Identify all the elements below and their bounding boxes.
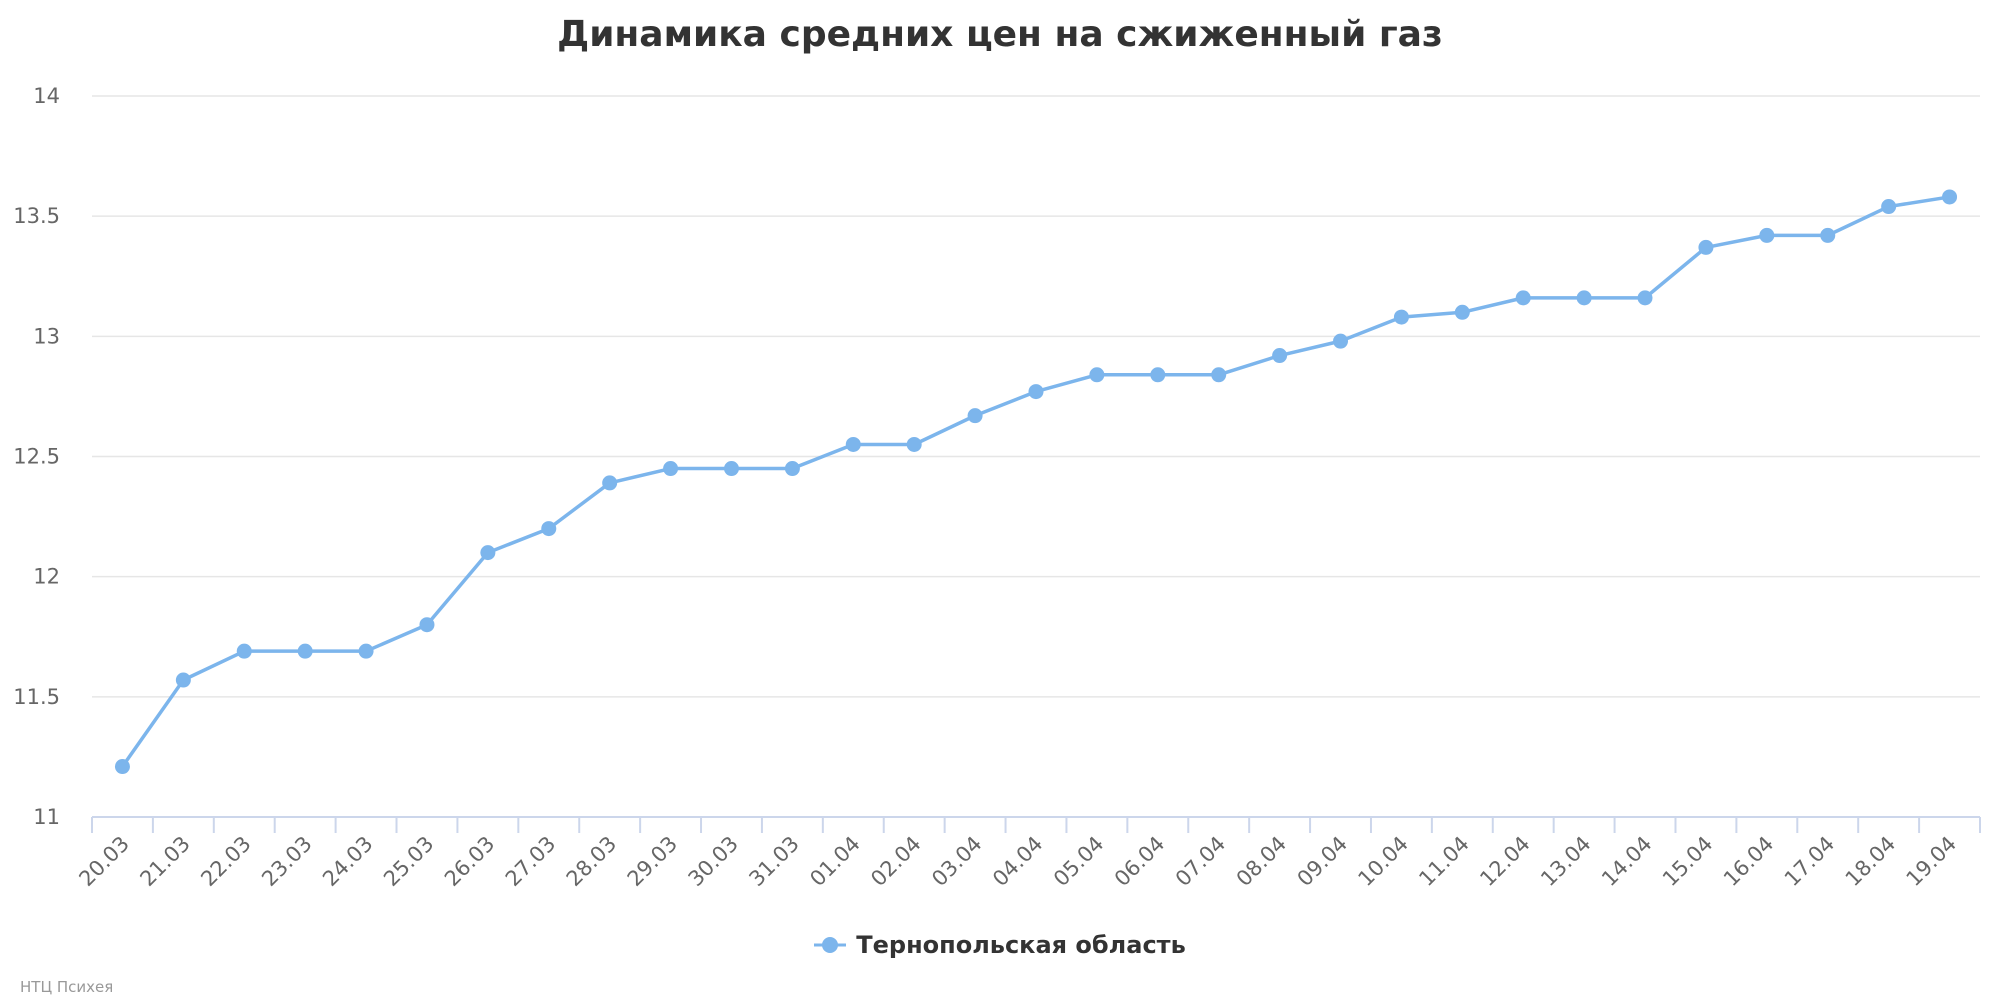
data-point[interactable] (906, 436, 922, 452)
data-point[interactable] (236, 643, 252, 659)
data-point[interactable] (1637, 290, 1653, 306)
x-tick-label: 25.03 (379, 832, 438, 891)
data-point[interactable] (1942, 189, 1958, 205)
x-tick-label: 10.04 (1353, 832, 1412, 891)
y-tick-label: 14 (33, 84, 60, 108)
data-point[interactable] (1211, 367, 1227, 383)
legend-marker-icon (814, 937, 847, 953)
x-tick-label: 23.03 (257, 832, 316, 891)
y-tick-label: 11.5 (13, 685, 60, 709)
data-point[interactable] (419, 617, 435, 633)
data-point[interactable] (1333, 333, 1349, 349)
x-tick-label: 04.04 (988, 832, 1047, 891)
x-tick-label: 05.04 (1049, 832, 1108, 891)
x-axis: 20.03 21.03 22.03 23.03 24.03 25.03 26.03 27.03… (75, 816, 1981, 891)
data-point[interactable] (175, 672, 191, 688)
data-point[interactable] (1820, 227, 1836, 243)
x-tick-label: 06.04 (1110, 832, 1169, 891)
x-tick-label: 09.04 (1293, 832, 1352, 891)
data-point[interactable] (114, 759, 130, 775)
data-point[interactable] (845, 436, 861, 452)
legend-item[interactable]: Тернопольская область (814, 931, 1186, 959)
data-point[interactable] (358, 643, 374, 659)
x-tick-label: 19.04 (1902, 832, 1961, 891)
chart-title: Динамика средних цен на сжиженный газ (557, 14, 1443, 55)
x-tick-label: 28.03 (562, 832, 621, 891)
x-tick-label: 16.04 (1719, 832, 1778, 891)
y-axis: 11 11.5 12 12.5 13 13.5 14 (13, 84, 60, 829)
series-layer (114, 189, 1958, 775)
data-point[interactable] (1150, 367, 1166, 383)
x-tick-label: 15.04 (1658, 832, 1717, 891)
data-point[interactable] (1698, 239, 1714, 255)
x-tick-label: 12.04 (1475, 832, 1534, 891)
x-tick-label: 02.04 (866, 832, 925, 891)
data-point[interactable] (723, 461, 739, 477)
x-tick-label: 20.03 (75, 832, 134, 891)
y-tick-label: 12 (33, 565, 60, 589)
x-tick-label: 27.03 (501, 832, 560, 891)
x-tick-label: 29.03 (623, 832, 682, 891)
x-tick-label: 08.04 (1232, 832, 1291, 891)
x-tick-label: 13.04 (1536, 832, 1595, 891)
data-point[interactable] (967, 408, 983, 424)
data-point[interactable] (1576, 290, 1592, 306)
data-point[interactable] (1454, 304, 1470, 320)
data-point[interactable] (480, 545, 496, 561)
x-tick-label: 11.04 (1414, 832, 1473, 891)
legend-label: Тернопольская область (856, 931, 1186, 959)
x-tick-label: 26.03 (440, 832, 499, 891)
credits[interactable]: НТЦ Психея (20, 978, 114, 996)
x-tick-label: 21.03 (135, 832, 194, 891)
x-tick-label: 31.03 (744, 832, 803, 891)
data-point[interactable] (1515, 290, 1531, 306)
x-tick-label: 01.04 (805, 832, 864, 891)
x-tick-label: 18.04 (1841, 832, 1900, 891)
data-point[interactable] (1272, 348, 1288, 364)
x-tick-label: 30.03 (684, 832, 743, 891)
y-tick-label: 13.5 (13, 204, 60, 228)
data-point[interactable] (1881, 199, 1897, 215)
y-tick-label: 11 (33, 805, 60, 829)
data-point[interactable] (602, 475, 618, 491)
legend: Тернопольская область (0, 931, 2000, 961)
data-point[interactable] (1028, 384, 1044, 400)
x-tick-label: 03.04 (927, 832, 986, 891)
data-point[interactable] (1759, 227, 1775, 243)
x-tick-label: 07.04 (1171, 832, 1230, 891)
x-tick-label: 14.04 (1597, 832, 1656, 891)
y-tick-label: 12.5 (13, 445, 60, 469)
data-point[interactable] (1089, 367, 1105, 383)
data-point[interactable] (663, 461, 679, 477)
y-tick-label: 13 (33, 324, 60, 348)
x-tick-label: 24.03 (318, 832, 377, 891)
x-tick-label: 17.04 (1780, 832, 1839, 891)
x-tick-label: 22.03 (196, 832, 255, 891)
series-line (120, 195, 1952, 769)
data-point[interactable] (1393, 309, 1409, 325)
data-point[interactable] (784, 461, 800, 477)
grid-lines (92, 95, 1980, 698)
data-point[interactable] (541, 521, 557, 537)
data-point[interactable] (297, 643, 313, 659)
